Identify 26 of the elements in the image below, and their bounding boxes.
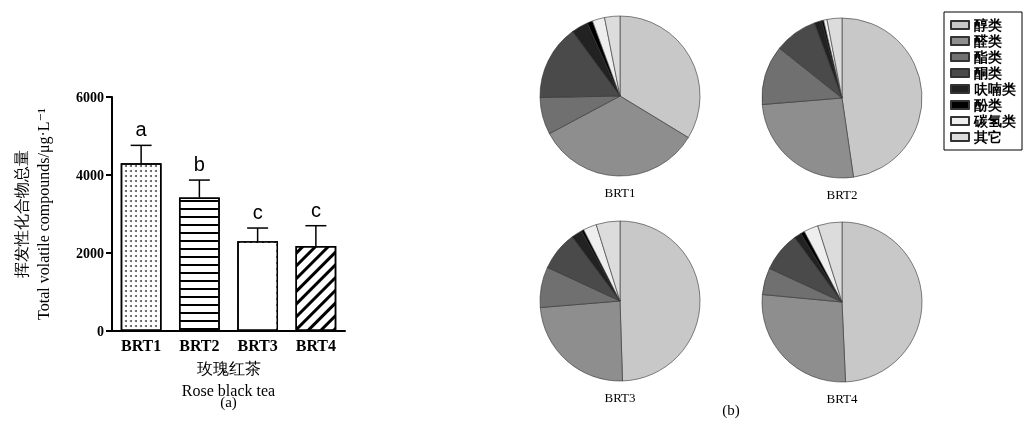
text: (b) <box>722 402 740 419</box>
legend-label: 醇类 <box>974 16 1002 33</box>
annotation: a <box>135 118 148 141</box>
legend-label: 酮类 <box>974 65 1002 81</box>
annotation: c <box>310 198 321 221</box>
x-tick-label: BRT2 <box>179 336 220 354</box>
slice-label: BRT1 <box>604 184 636 200</box>
legend-label: 酚类 <box>974 97 1002 113</box>
x-tick-label: BRT3 <box>237 336 278 354</box>
slice-label: BRT4 <box>826 390 858 406</box>
y-tick-label: 2000 <box>76 245 104 261</box>
legend-label: 醛类 <box>974 33 1002 49</box>
slice-label: BRT2 <box>826 186 858 202</box>
annotation: c <box>252 201 263 224</box>
y-tick-label: 0 <box>97 323 104 339</box>
y-tick-label: 4000 <box>76 167 104 183</box>
x-tick-label: BRT1 <box>120 336 162 354</box>
legend-label: 碳氢类 <box>973 113 1016 129</box>
y-tick-label: 6000 <box>76 89 104 105</box>
legend-label: 酯类 <box>974 49 1002 65</box>
legend-label: 呋喃类 <box>974 81 1016 97</box>
y-axis-title: 挥发性化合物总量 Total volatile compounds/μg·L⁻¹ <box>12 107 53 320</box>
x-tick-label: BRT4 <box>295 336 337 354</box>
slice-label: BRT3 <box>604 389 636 405</box>
legend-label: 其它 <box>973 128 1002 145</box>
annotation: b <box>193 153 205 176</box>
